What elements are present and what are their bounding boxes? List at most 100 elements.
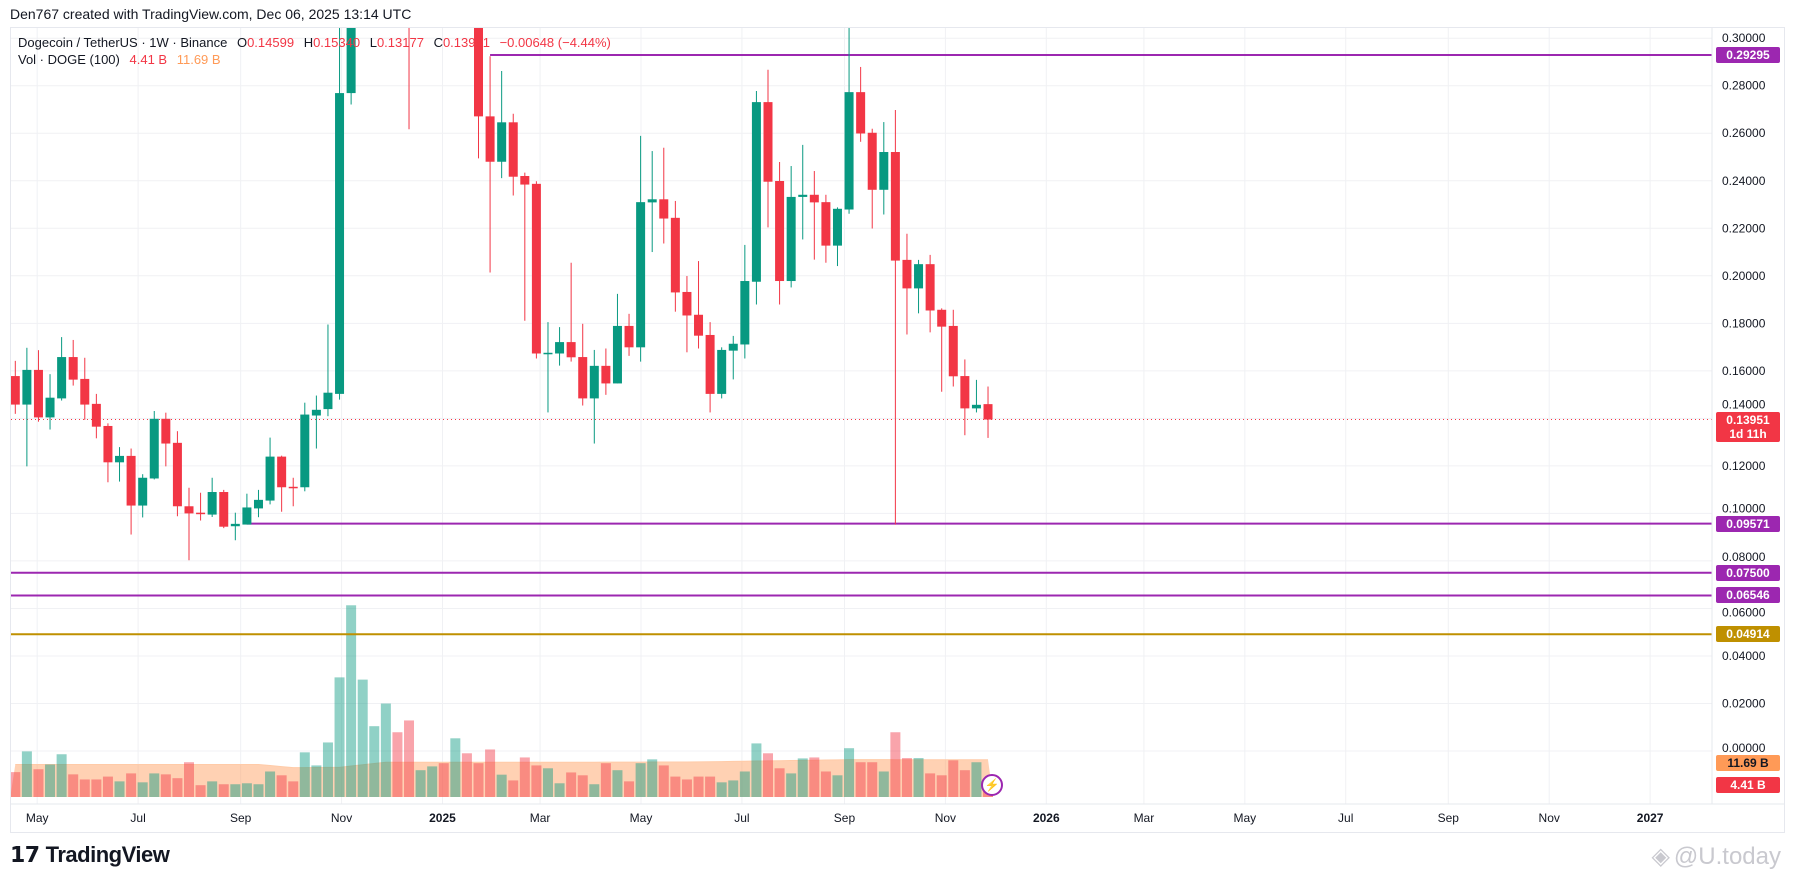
- volume-bar[interactable]: [508, 780, 519, 797]
- volume-bar[interactable]: [450, 738, 461, 797]
- volume-bar[interactable]: [496, 774, 507, 797]
- volume-bar[interactable]: [230, 784, 241, 797]
- volume-bar[interactable]: [751, 743, 762, 797]
- volume-bar[interactable]: [832, 775, 843, 797]
- volume-bar[interactable]: [925, 773, 936, 797]
- candle[interactable]: [751, 90, 761, 305]
- candle[interactable]: [647, 151, 657, 253]
- volume-bar[interactable]: [253, 784, 264, 797]
- volume-bar[interactable]: [658, 765, 669, 797]
- volume-bar[interactable]: [114, 781, 125, 797]
- candle[interactable]: [867, 128, 877, 229]
- candle[interactable]: [925, 254, 935, 333]
- candle[interactable]: [230, 512, 240, 541]
- volume-bar[interactable]: [728, 780, 739, 797]
- candle[interactable]: [589, 349, 599, 444]
- volume-bar[interactable]: [577, 775, 588, 797]
- volume-bar[interactable]: [56, 754, 67, 797]
- candle[interactable]: [566, 262, 576, 362]
- volume-bar[interactable]: [948, 760, 959, 797]
- volume-bar[interactable]: [137, 782, 148, 797]
- volume-bar[interactable]: [102, 776, 113, 797]
- volume-bar[interactable]: [635, 763, 646, 797]
- candle[interactable]: [265, 437, 275, 505]
- candle[interactable]: [856, 66, 866, 142]
- volume-bar[interactable]: [218, 784, 229, 797]
- volume-bar[interactable]: [913, 758, 924, 797]
- volume-bar[interactable]: [612, 770, 623, 797]
- volume-bar[interactable]: [126, 773, 137, 797]
- candle[interactable]: [914, 259, 924, 314]
- volume-bar[interactable]: [901, 758, 912, 797]
- candle[interactable]: [172, 431, 182, 517]
- candle[interactable]: [578, 323, 588, 406]
- volume-bar[interactable]: [276, 775, 287, 797]
- volume-bar[interactable]: [693, 776, 704, 797]
- volume-bar[interactable]: [311, 765, 322, 797]
- tradingview-logo[interactable]: 𝟭𝟳 TradingView: [10, 842, 170, 868]
- volume-bar[interactable]: [68, 774, 79, 797]
- volume-bar[interactable]: [739, 771, 750, 797]
- candle[interactable]: [219, 489, 229, 529]
- volume-bar[interactable]: [427, 766, 438, 797]
- candle[interactable]: [694, 261, 704, 349]
- candle[interactable]: [300, 402, 310, 492]
- candle[interactable]: [879, 122, 889, 215]
- volume-bar[interactable]: [33, 769, 44, 797]
- candle[interactable]: [821, 194, 831, 263]
- volume-bar[interactable]: [624, 781, 635, 797]
- volume-bar[interactable]: [971, 762, 982, 797]
- volume-bar[interactable]: [369, 726, 380, 797]
- candle[interactable]: [253, 489, 263, 518]
- candle[interactable]: [207, 477, 217, 517]
- volume-bar[interactable]: [357, 679, 368, 797]
- candle[interactable]: [474, 0, 483, 159]
- candle[interactable]: [115, 447, 125, 482]
- candle[interactable]: [11, 360, 20, 414]
- volume-bar[interactable]: [404, 720, 415, 797]
- volume-bar[interactable]: [589, 784, 600, 797]
- candle[interactable]: [948, 309, 958, 387]
- volume-bar[interactable]: [600, 763, 611, 797]
- volume-bar[interactable]: [519, 757, 530, 797]
- candle[interactable]: [531, 181, 541, 359]
- candle[interactable]: [775, 161, 785, 305]
- volume-bar[interactable]: [878, 771, 889, 797]
- candle[interactable]: [555, 327, 565, 366]
- candle[interactable]: [184, 487, 194, 561]
- candle[interactable]: [428, 0, 437, 24]
- candle[interactable]: [890, 109, 900, 525]
- candle[interactable]: [983, 386, 993, 438]
- candle[interactable]: [636, 135, 646, 362]
- candle[interactable]: [624, 313, 634, 356]
- volume-bar[interactable]: [346, 605, 357, 797]
- volume-bar[interactable]: [45, 764, 56, 797]
- candle[interactable]: [832, 207, 842, 267]
- volume-bar[interactable]: [241, 783, 252, 797]
- candle[interactable]: [196, 492, 206, 521]
- volume-bar[interactable]: [670, 776, 681, 797]
- candle[interactable]: [405, 0, 414, 130]
- candle[interactable]: [311, 395, 321, 449]
- candle[interactable]: [971, 379, 981, 413]
- candle[interactable]: [798, 144, 808, 240]
- volume-bar[interactable]: [566, 772, 577, 797]
- candle[interactable]: [740, 244, 750, 359]
- candle[interactable]: [33, 350, 43, 422]
- volume-bar[interactable]: [647, 759, 658, 797]
- candle[interactable]: [91, 393, 101, 439]
- candle[interactable]: [439, 0, 448, 3]
- candle[interactable]: [520, 172, 530, 321]
- volume-bar[interactable]: [438, 763, 449, 797]
- volume-bar[interactable]: [79, 779, 90, 797]
- candle[interactable]: [346, 0, 356, 105]
- candle[interactable]: [844, 19, 854, 214]
- volume-bar[interactable]: [890, 732, 901, 797]
- volume-bar[interactable]: [10, 772, 21, 797]
- volume-bar[interactable]: [936, 775, 947, 797]
- candle[interactable]: [508, 113, 518, 196]
- candle[interactable]: [717, 347, 727, 399]
- candle[interactable]: [612, 293, 622, 384]
- volume-bar[interactable]: [485, 749, 496, 797]
- volume-bar[interactable]: [380, 703, 391, 797]
